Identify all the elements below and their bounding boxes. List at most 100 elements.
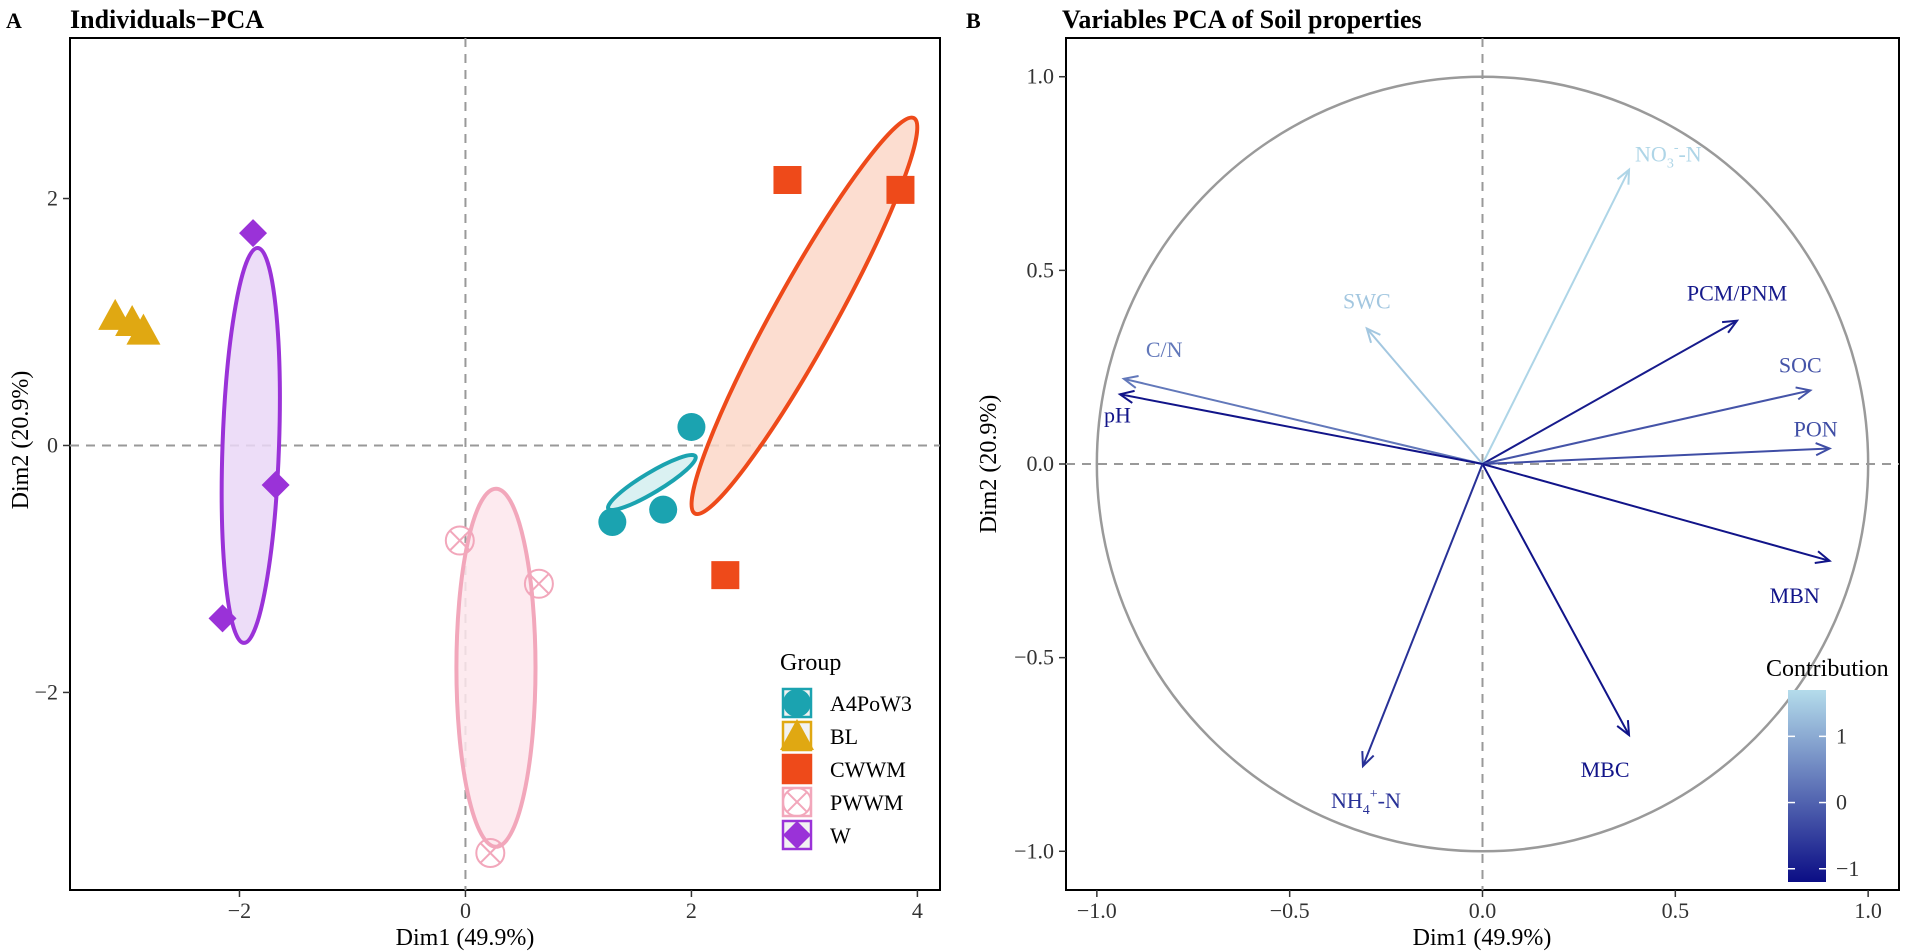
colorbar-tick-label: −1 bbox=[1836, 856, 1859, 881]
vector-c-n: C/N bbox=[1121, 337, 1483, 465]
vector-arrowhead-soc bbox=[1795, 386, 1813, 401]
panel-b-x-tick-label: −1.0 bbox=[1077, 898, 1117, 923]
vector-label-mbn: MBN bbox=[1770, 583, 1820, 608]
vector-label-c-n: C/N bbox=[1146, 337, 1183, 362]
ellipse-cwwm bbox=[689, 115, 920, 517]
vector-line-ph bbox=[1119, 393, 1483, 465]
vector-label-ph: pH bbox=[1104, 402, 1131, 427]
vector-arrowhead-ph bbox=[1117, 389, 1135, 404]
vector-label-mbc: MBC bbox=[1581, 757, 1630, 782]
vector-label-pcm-pnm: PCM/PNM bbox=[1687, 281, 1787, 306]
panel-a-letter: A bbox=[6, 8, 22, 33]
vector-line-pon bbox=[1482, 447, 1830, 465]
panel-a-y-axis-label: Dim2 (20.9%) bbox=[8, 371, 34, 510]
panel-a-frame bbox=[69, 37, 941, 891]
panel-b-y-tick-label: −0.5 bbox=[1014, 645, 1054, 670]
point-a4pow3-2 bbox=[649, 495, 678, 524]
vector-arrowhead-nh4-n bbox=[1361, 751, 1375, 769]
legend-entry-a4pow3: A4PoW3 bbox=[781, 687, 912, 719]
legend-key-pwwm bbox=[782, 787, 812, 817]
vector-line-c-n bbox=[1123, 377, 1483, 465]
panel-b: B Variables PCA of Soil properties NO3--… bbox=[966, 5, 1900, 951]
colorbar-tick-label: 0 bbox=[1836, 790, 1847, 815]
vector-arrowhead-pon bbox=[1815, 442, 1833, 457]
vector-nh4-n: NH4+-N bbox=[1331, 463, 1484, 818]
vector-line-no3-n bbox=[1481, 169, 1630, 465]
legend-title: Group bbox=[780, 650, 841, 676]
legend-label: W bbox=[830, 823, 851, 848]
legend-entry-bl: BL bbox=[780, 719, 858, 752]
vector-mbc: MBC bbox=[1481, 463, 1631, 782]
vector-label-soc: SOC bbox=[1779, 352, 1822, 377]
panel-a-y-tick-label: 0 bbox=[47, 432, 58, 457]
panel-a-x-tick-label: 0 bbox=[460, 898, 471, 923]
vector-line-pcm-pnm bbox=[1482, 319, 1738, 465]
legend-label: CWWM bbox=[830, 757, 906, 782]
point-w-2 bbox=[261, 470, 290, 499]
point-w-3 bbox=[208, 604, 237, 633]
legend-entry-w: W bbox=[781, 819, 851, 851]
vector-no3-n: NO3--N bbox=[1481, 141, 1702, 465]
panel-b-y-tick-label: 1.0 bbox=[1027, 64, 1055, 89]
panel-a-y-tick-label: 2 bbox=[47, 186, 58, 211]
ellipse-pwwm bbox=[454, 486, 538, 849]
vector-label-no3-n: NO3--N bbox=[1635, 141, 1702, 172]
colorbar-tick-label: 1 bbox=[1836, 723, 1847, 748]
vector-arrowhead-no3-n bbox=[1616, 167, 1631, 185]
panel-a-x-tick-label: −2 bbox=[228, 898, 251, 923]
point-pwwm-2 bbox=[523, 568, 554, 599]
vector-mbn: MBN bbox=[1482, 463, 1832, 608]
vector-line-nh4-n bbox=[1362, 463, 1484, 767]
vector-label-pon: PON bbox=[1794, 417, 1838, 442]
correlation-circle bbox=[1095, 75, 1870, 853]
panel-b-x-tick-label: −0.5 bbox=[1270, 898, 1310, 923]
panel-a: A Individuals−PCA −2 0 2 4 −2 0 2 Dim1 (49.9%)… bbox=[6, 5, 941, 951]
colorbar-title: Contribution bbox=[1766, 656, 1889, 682]
panel-b-y-axis-label: Dim2 (20.9%) bbox=[976, 395, 1002, 534]
vector-ph: pH bbox=[1104, 389, 1483, 465]
point-bl-3 bbox=[115, 305, 150, 336]
legend-label: BL bbox=[830, 724, 858, 749]
point-a4pow3-1 bbox=[677, 412, 706, 441]
point-cwwm-2 bbox=[886, 175, 915, 204]
point-pwwm-3 bbox=[475, 837, 506, 868]
ellipse-w bbox=[219, 246, 282, 645]
panel-a-x-tick-label: 2 bbox=[686, 898, 697, 923]
panel-b-title: Variables PCA of Soil properties bbox=[1062, 5, 1422, 34]
legend-key-a4pow3 bbox=[783, 689, 811, 717]
vector-label-swc: SWC bbox=[1343, 288, 1391, 313]
legend-label: PWWM bbox=[830, 790, 903, 815]
vector-line-mbc bbox=[1481, 463, 1630, 736]
vector-soc: SOC bbox=[1482, 352, 1822, 465]
vector-pon: PON bbox=[1482, 417, 1838, 465]
point-cwwm-1 bbox=[773, 166, 802, 194]
panel-a-x-axis-label: Dim1 (49.9%) bbox=[396, 925, 535, 951]
panel-b-y-tick-label: −1.0 bbox=[1014, 838, 1054, 863]
panel-b-x-tick-label: 0.5 bbox=[1662, 898, 1690, 923]
legend-label: A4PoW3 bbox=[830, 691, 912, 716]
panel-b-letter: B bbox=[966, 8, 981, 33]
panel-b-y-tick-label: 0.0 bbox=[1027, 451, 1055, 476]
vector-swc: SWC bbox=[1343, 288, 1484, 465]
vector-arrowhead-mbc bbox=[1616, 720, 1631, 738]
vector-arrowhead-pcm-pnm bbox=[1721, 319, 1740, 334]
panel-b-x-tick-label: 1.0 bbox=[1854, 898, 1882, 923]
vector-line-soc bbox=[1482, 389, 1811, 465]
vector-line-swc bbox=[1366, 327, 1484, 465]
panel-a-y-tick-label: −2 bbox=[35, 679, 58, 704]
panel-b-y-tick-label: 0.5 bbox=[1027, 257, 1055, 282]
panel-a-title: Individuals−PCA bbox=[70, 5, 264, 34]
legend-entry-pwwm: PWWM bbox=[781, 786, 903, 818]
vector-pcm-pnm: PCM/PNM bbox=[1482, 281, 1787, 465]
point-a4pow3-3 bbox=[598, 508, 627, 537]
panel-b-x-axis-label: Dim1 (49.9%) bbox=[1413, 925, 1552, 951]
vector-line-mbn bbox=[1482, 463, 1830, 562]
point-cwwm-3 bbox=[711, 561, 740, 590]
legend-key-bl bbox=[780, 719, 814, 750]
point-w-1 bbox=[239, 219, 268, 248]
colorbar: Contribution 1 0 −1 bbox=[1766, 656, 1889, 882]
vector-arrowhead-mbn bbox=[1814, 550, 1832, 565]
vector-arrowhead-swc bbox=[1365, 326, 1381, 344]
panel-b-x-tick-label: 0.0 bbox=[1469, 898, 1497, 923]
